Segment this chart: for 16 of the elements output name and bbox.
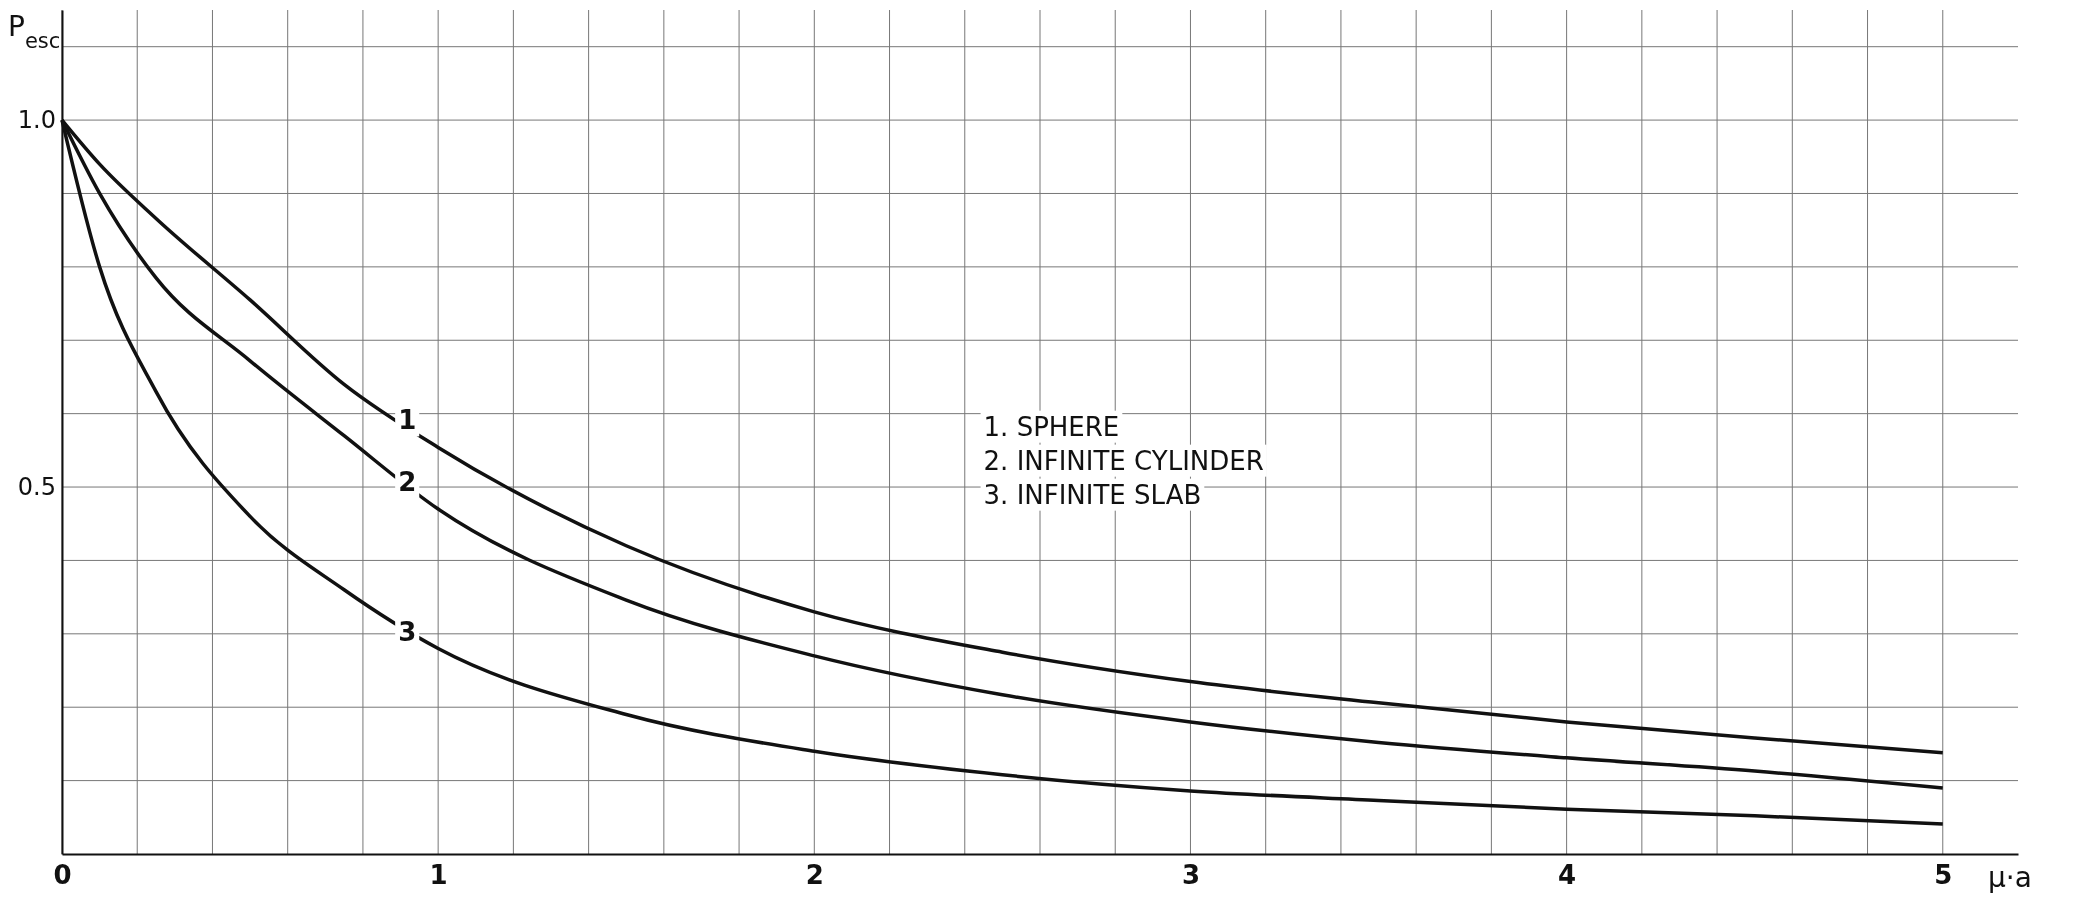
annotation: 2. INFINITE CYLINDER xyxy=(983,445,1264,476)
y-axis-title: P$_{esc}$ xyxy=(8,10,61,53)
series-label: 1 xyxy=(398,405,417,436)
y-tick-label: 1.0 xyxy=(17,106,56,135)
x-tick-label: 0 xyxy=(53,860,72,891)
x-tick-label: 2 xyxy=(805,860,824,891)
x-axis-title: μ·a xyxy=(1988,861,2032,894)
x-tick-label: 4 xyxy=(1558,860,1577,891)
y-tick-label: 0.5 xyxy=(17,473,56,502)
x-tick-label: 3 xyxy=(1181,860,1201,891)
x-tick-label: 1 xyxy=(429,860,448,891)
annotation: 3. INFINITE SLAB xyxy=(983,479,1202,510)
series-label: 2 xyxy=(398,467,417,498)
x-tick-label: 5 xyxy=(1934,860,1953,891)
annotation: 1. SPHERE xyxy=(983,411,1120,442)
series-label: 3 xyxy=(398,616,417,647)
